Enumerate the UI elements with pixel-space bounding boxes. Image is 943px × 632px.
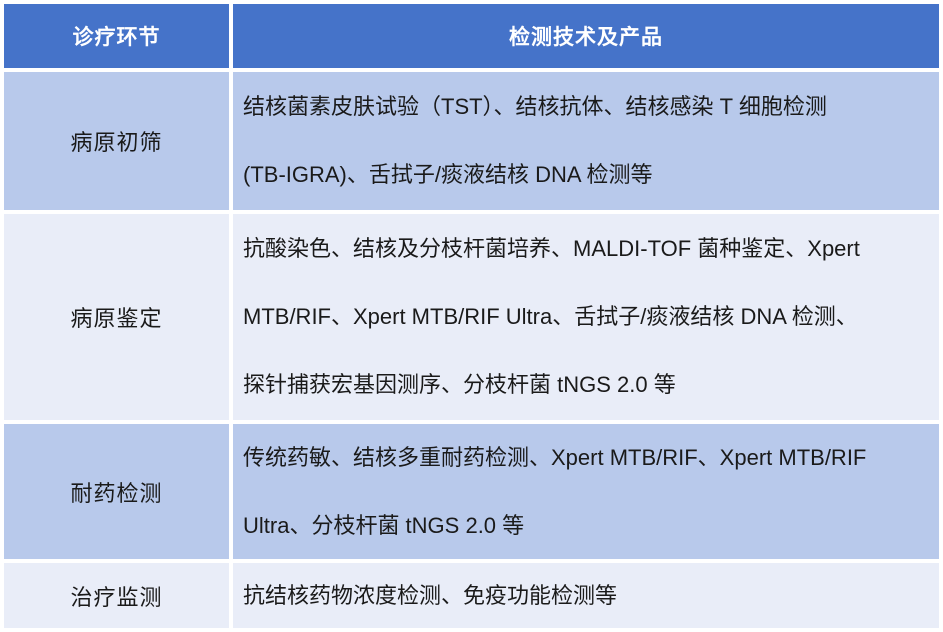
header-tech-label: 检测技术及产品 [509, 26, 663, 49]
stage-label: 耐药检测 [70, 480, 163, 506]
content-line: 抗酸染色、结核及分枝杆菌培养、MALDI-TOF 菌种鉴定、Xpert [243, 236, 860, 261]
content-cell-drug-resistance: 传统药敏、结核多重耐药检测、Xpert MTB/RIF、Xpert MTB/RI… [233, 424, 939, 559]
stage-label: 病原鉴定 [70, 306, 163, 331]
stage-cell-drug-resistance: 耐药检测 [4, 424, 229, 559]
stage-label: 治疗监测 [70, 584, 163, 610]
stage-cell-treatment-monitoring: 治疗监测 [4, 563, 229, 628]
content-line: MTB/RIF、Xpert MTB/RIF Ultra、舌拭子/痰液结核 DNA… [243, 304, 858, 329]
content-line: 结核菌素皮肤试验（TST）、结核抗体、结核感染 T 细胞检测 [243, 94, 827, 119]
content-line: 传统药敏、结核多重耐药检测、Xpert MTB/RIF、Xpert MTB/RI… [243, 444, 867, 470]
content-line: Ultra、分枝杆菌 tNGS 2.0 等 [243, 512, 525, 538]
stage-cell-initial-screening: 病原初筛 [4, 72, 229, 210]
header-stage-label: 诊疗环节 [72, 26, 161, 49]
stage-label: 病原初筛 [70, 130, 163, 155]
content-cell-pathogen-identification: 抗酸染色、结核及分枝杆菌培养、MALDI-TOF 菌种鉴定、Xpert MTB/… [233, 214, 939, 420]
content-cell-initial-screening: 结核菌素皮肤试验（TST）、结核抗体、结核感染 T 细胞检测 (TB-IGRA)… [233, 72, 939, 210]
content-line: (TB-IGRA)、舌拭子/痰液结核 DNA 检测等 [243, 162, 653, 187]
content-line: 抗结核药物浓度检测、免疫功能检测等 [243, 582, 618, 608]
header-cell-stage: 诊疗环节 [4, 4, 229, 68]
content-cell-treatment-monitoring: 抗结核药物浓度检测、免疫功能检测等 [233, 563, 939, 628]
stage-cell-pathogen-identification: 病原鉴定 [4, 214, 229, 420]
header-cell-tech: 检测技术及产品 [233, 4, 939, 68]
content-line: 探针捕获宏基因测序、分枝杆菌 tNGS 2.0 等 [243, 372, 676, 397]
